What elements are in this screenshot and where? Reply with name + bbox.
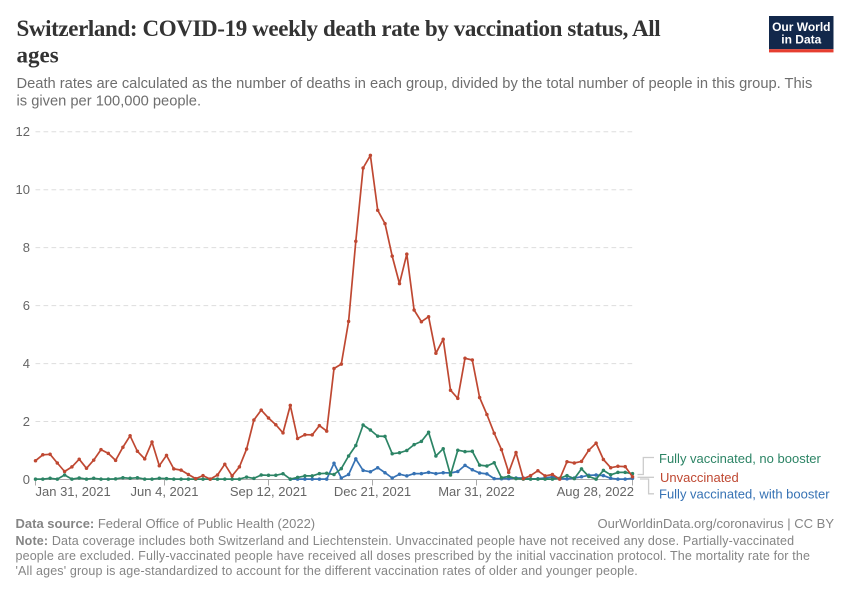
svg-text:people are excluded. Fully-vac: people are excluded. Fully-vaccinated pe… <box>16 549 811 563</box>
svg-text:Note: Data coverage includes b: Note: Data coverage includes both Switze… <box>16 534 795 548</box>
svg-text:Dec 21, 2021: Dec 21, 2021 <box>334 484 411 499</box>
svg-text:'All ages' group is age-standa: 'All ages' group is age-standardized to … <box>16 564 638 578</box>
svg-text:6: 6 <box>23 298 30 313</box>
svg-text:in Data: in Data <box>781 32 821 46</box>
svg-text:ages: ages <box>17 43 59 68</box>
svg-text:4: 4 <box>23 356 30 371</box>
svg-text:Death rates are calculated as: Death rates are calculated as the number… <box>17 76 813 92</box>
svg-text:Unvaccinated: Unvaccinated <box>660 470 739 485</box>
svg-text:8: 8 <box>23 240 30 255</box>
svg-text:Fully vaccinated, no booster: Fully vaccinated, no booster <box>659 451 822 466</box>
svg-text:Our World: Our World <box>772 20 830 34</box>
svg-text:Mar 31, 2022: Mar 31, 2022 <box>438 484 515 499</box>
svg-text:Switzerland: COVID-19 weekly d: Switzerland: COVID-19 weekly death rate … <box>17 16 661 41</box>
svg-text:0: 0 <box>23 472 30 487</box>
svg-text:12: 12 <box>16 124 30 139</box>
svg-text:is given per 100,000 people.: is given per 100,000 people. <box>17 94 202 110</box>
svg-text:2: 2 <box>23 414 30 429</box>
svg-text:Jun 4, 2021: Jun 4, 2021 <box>131 484 199 499</box>
svg-text:Fully vaccinated, with booster: Fully vaccinated, with booster <box>659 487 830 502</box>
svg-text:OurWorldinData.org/coronavirus: OurWorldinData.org/coronavirus | CC BY <box>597 516 834 531</box>
svg-text:Aug 28, 2022: Aug 28, 2022 <box>557 484 634 499</box>
svg-text:Jan 31, 2021: Jan 31, 2021 <box>36 484 111 499</box>
svg-text:Sep 12, 2021: Sep 12, 2021 <box>230 484 307 499</box>
svg-text:Data source: Federal Office of: Data source: Federal Office of Public He… <box>16 516 316 531</box>
svg-text:10: 10 <box>16 182 30 197</box>
